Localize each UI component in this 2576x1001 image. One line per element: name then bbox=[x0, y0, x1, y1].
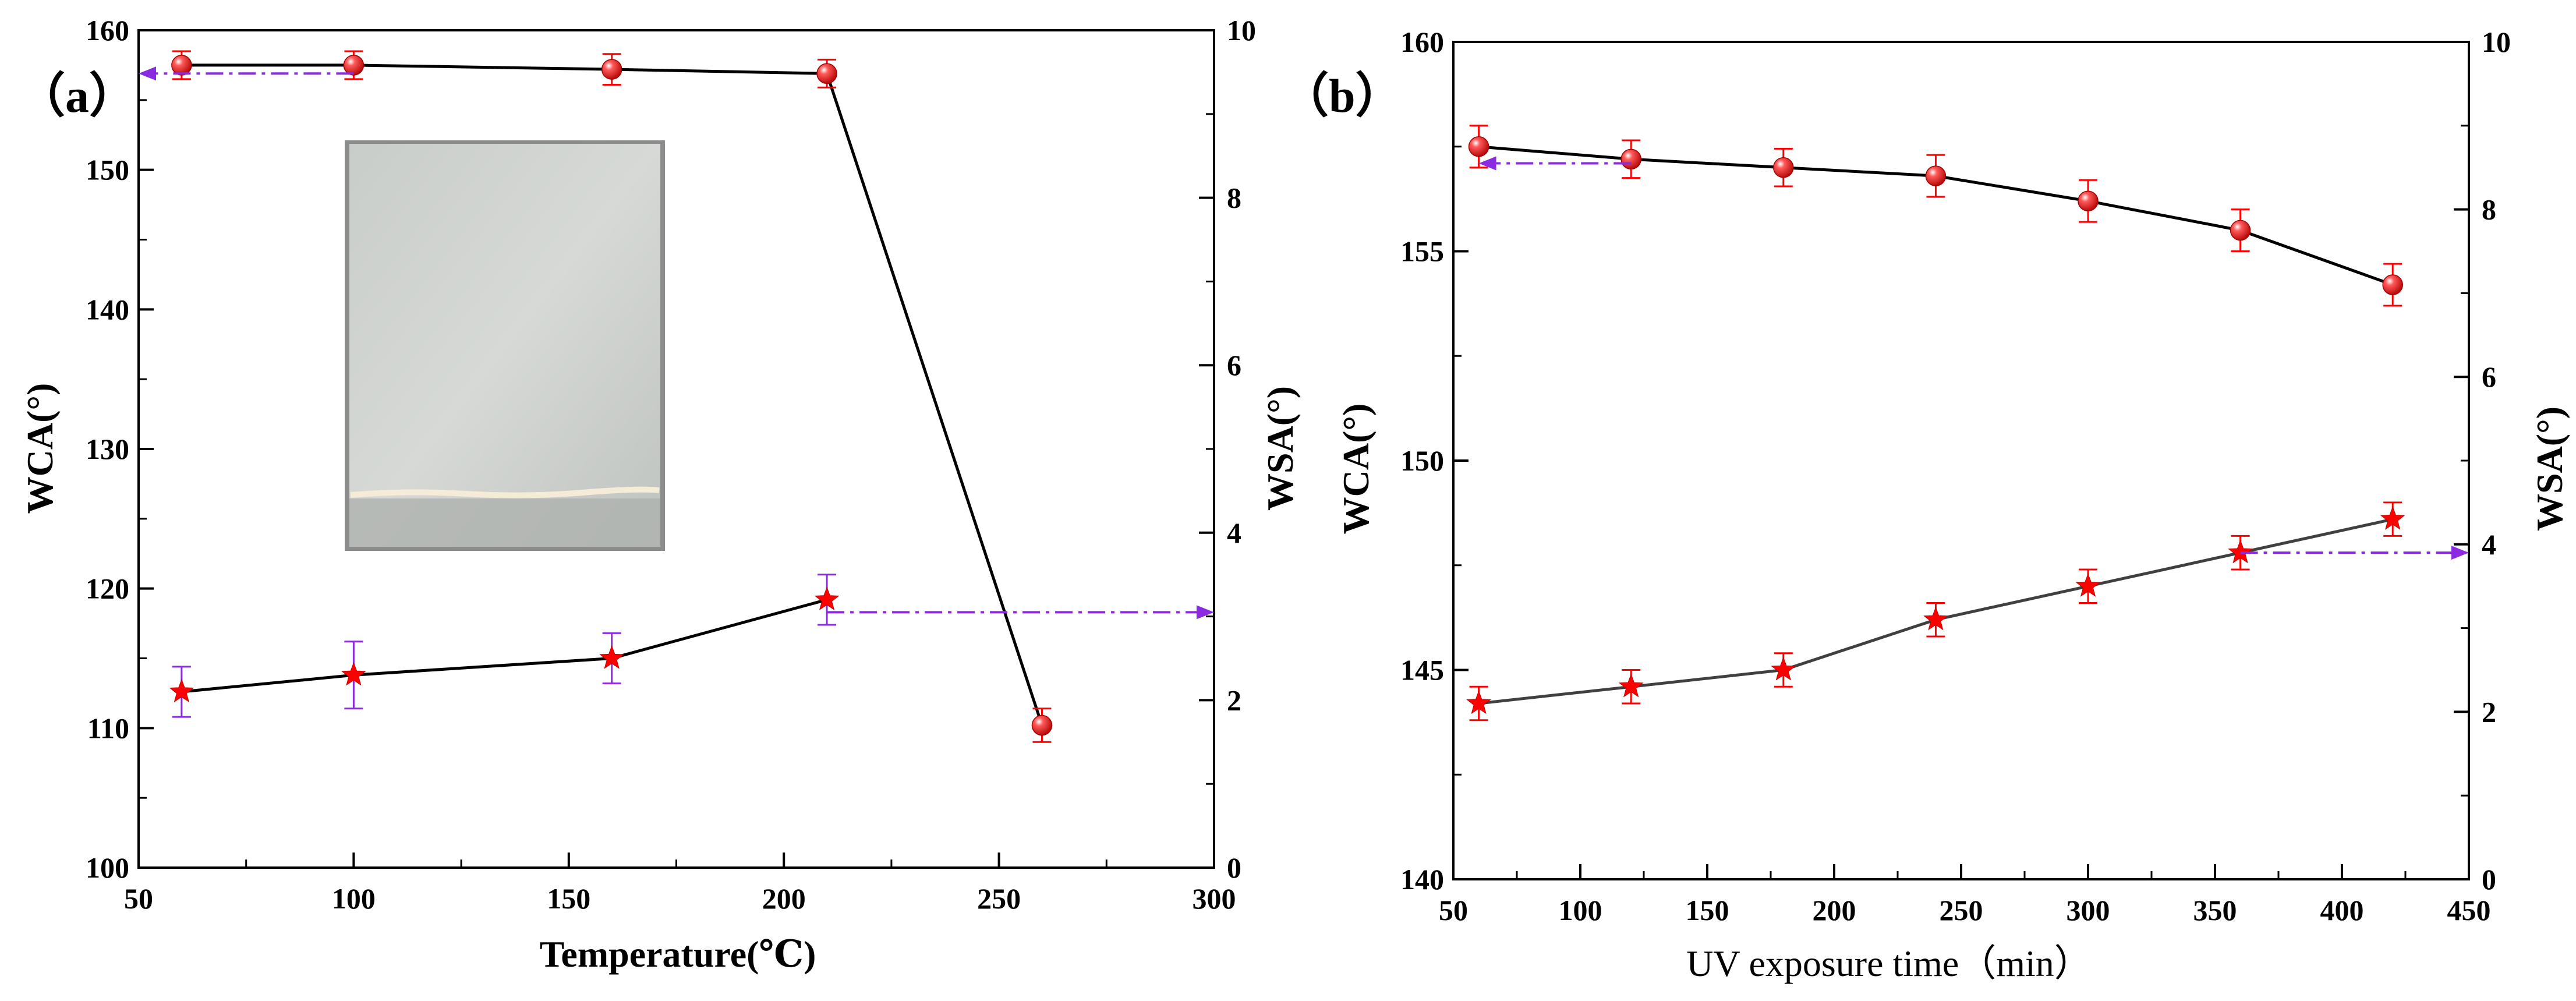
b-x-tick-label: 350 bbox=[2193, 894, 2237, 926]
panel-b-label: （b） bbox=[1281, 69, 1403, 122]
b-wsa-point bbox=[1466, 690, 1491, 715]
b-wca-point bbox=[1773, 157, 1794, 178]
b-x-tick-label: 50 bbox=[1439, 894, 1468, 926]
panel-b-xlabel: UV exposure time（min） bbox=[1686, 943, 2092, 984]
a-wca-point bbox=[1031, 715, 1053, 736]
a-wsa-arrow-head bbox=[1197, 605, 1214, 620]
a-y-left-tick-label: 140 bbox=[86, 293, 129, 326]
b-wca-point bbox=[2382, 274, 2403, 295]
a-wca-point bbox=[343, 55, 365, 76]
b-y-right-tick-label: 6 bbox=[2482, 360, 2496, 393]
panel-b-ylabel-left: WCA(°) bbox=[1335, 404, 1377, 535]
b-x-tick-label: 300 bbox=[2067, 894, 2110, 926]
panel-a-xlabel: Temperature(℃) bbox=[540, 933, 816, 975]
a-wca-point bbox=[816, 63, 837, 84]
a-y-right-tick-label: 8 bbox=[1227, 182, 1241, 214]
b-y-left-tick-label: 160 bbox=[1400, 26, 1444, 58]
b-y-left-tick-label: 145 bbox=[1400, 654, 1444, 687]
a-wca-point bbox=[601, 59, 622, 80]
panel-a-ylabel-right: WSA(°) bbox=[1259, 386, 1301, 511]
b-wsa-arrow-head bbox=[2451, 546, 2469, 560]
b-wsa-point bbox=[1771, 657, 1796, 681]
a-y-right-tick-label: 4 bbox=[1227, 517, 1241, 549]
a-y-right-tick-label: 6 bbox=[1227, 349, 1241, 381]
b-wca-arrow-head bbox=[1478, 156, 1496, 171]
b-y-right-tick-label: 2 bbox=[2482, 695, 2496, 728]
b-y-left-tick-label: 155 bbox=[1400, 235, 1444, 268]
a-wsa-point bbox=[169, 678, 194, 703]
a-y-right-tick-label: 10 bbox=[1227, 14, 1256, 47]
a-x-tick-label: 150 bbox=[547, 882, 590, 915]
b-y-right-tick-label: 4 bbox=[2482, 528, 2496, 561]
a-y-right-tick-label: 2 bbox=[1227, 684, 1241, 716]
a-y-left-tick-label: 110 bbox=[87, 712, 129, 744]
b-x-tick-label: 200 bbox=[1813, 894, 1856, 926]
a-y-left-tick-label: 160 bbox=[86, 14, 129, 47]
b-y-right-tick-label: 0 bbox=[2482, 863, 2496, 896]
b-x-tick-label: 150 bbox=[1686, 894, 1729, 926]
panel-b-chart: 50 100 150 200 250 300 350 400 45014014515015516… bbox=[1281, 26, 2570, 984]
a-y-left-tick-label: 100 bbox=[86, 851, 129, 884]
a-y-left-tick-label: 130 bbox=[86, 433, 129, 465]
a-wsa-point bbox=[814, 586, 840, 610]
b-wca-point bbox=[2078, 190, 2099, 211]
a-wsa-point bbox=[599, 645, 625, 669]
b-plot-frame bbox=[1452, 41, 2470, 880]
a-x-tick-label: 250 bbox=[977, 882, 1021, 915]
inset-sample-photo bbox=[345, 140, 665, 551]
b-y-right-tick-label: 8 bbox=[2482, 193, 2496, 226]
panel-b-ylabel-right: WSA(°) bbox=[2529, 406, 2570, 531]
a-wsa-point bbox=[341, 662, 366, 686]
panel-a-chart: 50 100 150 200 250 30010011012013014015016002… bbox=[17, 14, 1301, 975]
a-wca-point bbox=[171, 55, 192, 76]
b-x-tick-label: 100 bbox=[1559, 894, 1602, 926]
b-x-tick-label: 450 bbox=[2447, 894, 2491, 926]
b-wca-point bbox=[1468, 136, 1489, 157]
b-wca-point bbox=[2230, 220, 2251, 241]
b-y-left-tick-label: 140 bbox=[1400, 863, 1444, 896]
b-wsa-point bbox=[1618, 673, 1644, 698]
b-x-tick-label: 400 bbox=[2320, 894, 2364, 926]
a-x-tick-label: 300 bbox=[1193, 882, 1236, 915]
a-y-left-tick-label: 120 bbox=[86, 572, 129, 605]
a-wca-arrow-head bbox=[139, 66, 156, 81]
a-x-tick-label: 100 bbox=[332, 882, 376, 915]
a-wsa-series-line bbox=[181, 598, 827, 694]
b-y-right-tick-label: 10 bbox=[2482, 26, 2511, 58]
b-x-tick-label: 250 bbox=[1940, 894, 1983, 926]
b-wsa-point bbox=[2075, 573, 2101, 597]
b-wsa-point bbox=[2380, 506, 2405, 530]
a-x-tick-label: 200 bbox=[762, 882, 806, 915]
b-wsa-point bbox=[1923, 606, 1948, 631]
panel-a-label: （a） bbox=[17, 69, 137, 122]
b-wca-point bbox=[1925, 165, 1947, 186]
panel-a-ylabel-left: WCA(°) bbox=[19, 383, 61, 514]
a-plot-frame bbox=[137, 29, 1215, 869]
b-wca-point bbox=[1620, 148, 1641, 170]
a-y-right-tick-label: 0 bbox=[1227, 851, 1241, 884]
a-x-tick-label: 50 bbox=[124, 882, 153, 915]
a-y-left-tick-label: 150 bbox=[86, 154, 129, 186]
b-y-left-tick-label: 150 bbox=[1400, 444, 1444, 477]
